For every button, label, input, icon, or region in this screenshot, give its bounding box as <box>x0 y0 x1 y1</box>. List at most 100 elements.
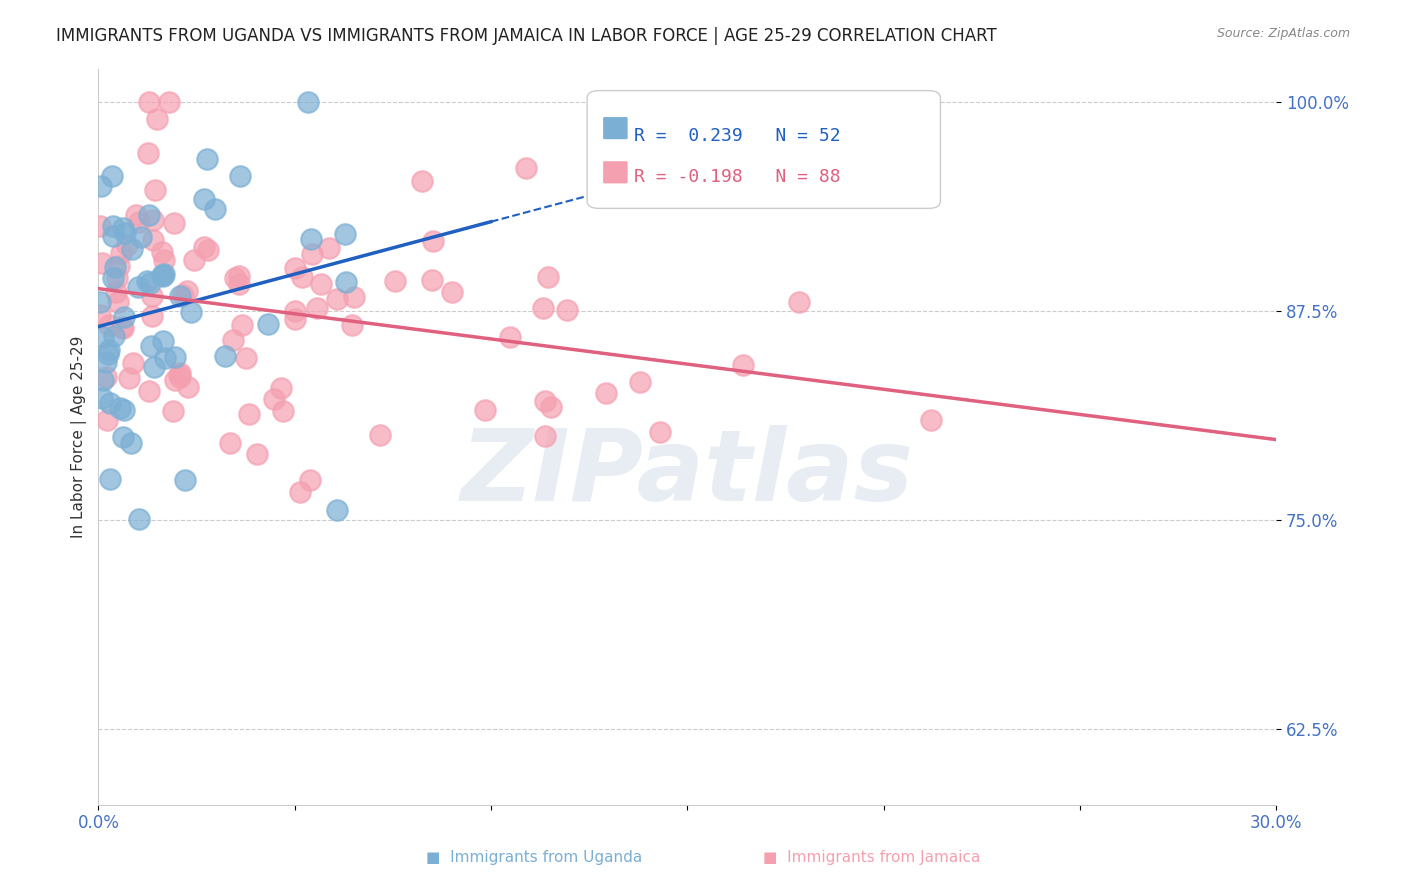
FancyBboxPatch shape <box>588 91 941 209</box>
FancyBboxPatch shape <box>602 116 628 140</box>
Point <box>141 289 163 303</box>
Point <box>270 381 292 395</box>
Text: IMMIGRANTS FROM UGANDA VS IMMIGRANTS FROM JAMAICA IN LABOR FORCE | AGE 25-29 COR: IMMIGRANTS FROM UGANDA VS IMMIGRANTS FRO… <box>56 27 997 45</box>
Text: R = -0.198   N = 88: R = -0.198 N = 88 <box>634 168 841 186</box>
Point <box>111 221 134 235</box>
Point <box>384 274 406 288</box>
Point <box>105 270 128 285</box>
Point <box>204 202 226 217</box>
Point <box>150 268 173 282</box>
Point <box>110 246 132 260</box>
Point <box>474 402 496 417</box>
Point <box>555 303 578 318</box>
Point <box>650 425 672 439</box>
Point <box>157 95 180 109</box>
Point <box>422 234 444 248</box>
Point <box>219 436 242 450</box>
Point <box>94 355 117 369</box>
Text: ■  Immigrants from Uganda: ■ Immigrants from Uganda <box>426 850 643 865</box>
Point <box>214 349 236 363</box>
Point <box>90 256 112 270</box>
Point <box>172 288 194 302</box>
Point <box>111 430 134 444</box>
Point <box>180 305 202 319</box>
Point <box>163 216 186 230</box>
Point <box>167 368 190 383</box>
Point <box>153 267 176 281</box>
Point <box>787 295 810 310</box>
Point <box>103 329 125 343</box>
Point <box>120 436 142 450</box>
Point <box>122 356 145 370</box>
Point <box>98 472 121 486</box>
Point <box>411 174 433 188</box>
Point <box>271 404 294 418</box>
Point <box>368 428 391 442</box>
FancyBboxPatch shape <box>602 161 628 184</box>
Point <box>533 394 555 409</box>
Point <box>108 259 131 273</box>
Point <box>138 95 160 109</box>
Point <box>111 320 134 334</box>
Point <box>540 400 562 414</box>
Point <box>263 392 285 407</box>
Text: R =  0.239   N = 52: R = 0.239 N = 52 <box>634 128 841 145</box>
Point <box>143 360 166 375</box>
Point <box>284 260 307 275</box>
Point <box>98 343 121 357</box>
Point <box>246 447 269 461</box>
Point <box>183 253 205 268</box>
Point <box>628 375 651 389</box>
Point <box>420 273 443 287</box>
Point <box>165 350 187 364</box>
Point <box>96 346 118 360</box>
Point <box>534 429 557 443</box>
Point <box>301 246 323 260</box>
Point <box>325 293 347 307</box>
Point <box>98 395 121 409</box>
Point <box>284 312 307 326</box>
Point <box>89 308 111 322</box>
Point <box>499 330 522 344</box>
Point <box>89 294 111 309</box>
Point <box>536 269 558 284</box>
Point <box>224 271 246 285</box>
Point <box>152 245 174 260</box>
Point <box>90 392 112 406</box>
Point <box>193 240 215 254</box>
Point <box>101 219 124 234</box>
Point <box>169 367 191 381</box>
Point <box>138 384 160 398</box>
Point <box>104 285 127 299</box>
Point <box>91 330 114 344</box>
Point <box>128 215 150 229</box>
Point <box>136 145 159 160</box>
Point <box>169 370 191 384</box>
Point <box>112 321 135 335</box>
Point <box>297 95 319 109</box>
Point <box>121 242 143 256</box>
Point <box>318 241 340 255</box>
Point <box>135 274 157 288</box>
Point <box>195 152 218 166</box>
Point <box>228 268 250 283</box>
Point <box>309 277 332 291</box>
Point <box>131 230 153 244</box>
Point <box>128 512 150 526</box>
Point <box>139 276 162 290</box>
Text: ■  Immigrants from Jamaica: ■ Immigrants from Jamaica <box>763 850 980 865</box>
Point <box>163 373 186 387</box>
Point <box>257 317 280 331</box>
Point <box>595 386 617 401</box>
Point <box>108 401 131 416</box>
Point <box>222 333 245 347</box>
Text: Source: ZipAtlas.com: Source: ZipAtlas.com <box>1216 27 1350 40</box>
Point <box>101 271 124 285</box>
Point <box>920 413 942 427</box>
Point <box>155 351 177 366</box>
Point <box>235 351 257 366</box>
Point <box>162 404 184 418</box>
Point <box>152 334 174 349</box>
Point <box>288 484 311 499</box>
Point <box>104 260 127 275</box>
